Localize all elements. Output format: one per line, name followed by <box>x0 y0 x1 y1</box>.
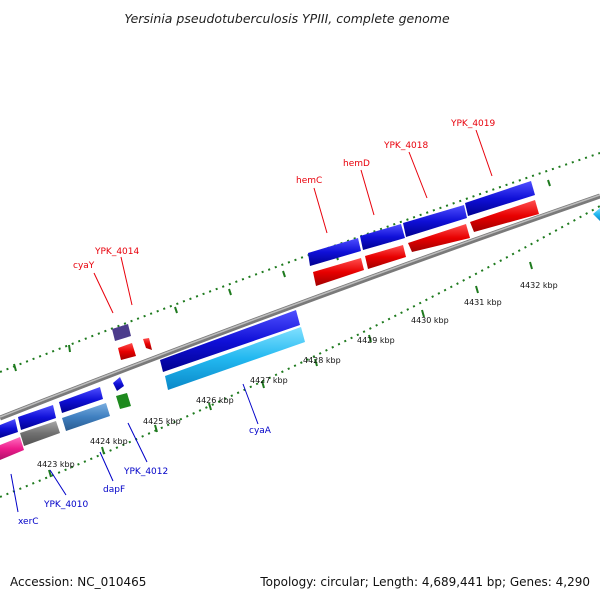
gene-small-red[interactable] <box>143 338 152 350</box>
gene-label-YPK_4014[interactable]: YPK_4014 <box>94 247 140 257</box>
gene-YPK_4012-green[interactable] <box>116 393 131 409</box>
reverse-gene-labels: xerC YPK_4010 dapF YPK_4012 cyaA <box>18 426 272 527</box>
gene-label-xerC[interactable]: xerC <box>18 517 39 527</box>
gene-label-hemC[interactable]: hemC <box>296 176 322 186</box>
gene-label-YPK_4010[interactable]: YPK_4010 <box>43 500 89 510</box>
forward-label-leaders <box>93 129 493 314</box>
forward-genes <box>0 181 535 438</box>
kbp-label: 4426 kbp <box>196 396 234 405</box>
gene-YPK_4014-red[interactable] <box>118 343 136 360</box>
gene-dapF[interactable] <box>62 403 110 431</box>
kbp-label: 4428 kbp <box>303 356 341 365</box>
accession-text: Accession: NC_010465 <box>10 575 146 589</box>
gene-YPK_4010[interactable] <box>20 421 60 446</box>
reverse-genes <box>0 208 600 460</box>
gene-hemD-red[interactable] <box>365 245 406 269</box>
gene-xerC[interactable] <box>0 437 24 460</box>
gene-dapF-forward[interactable] <box>59 387 103 413</box>
gene-YPK_4019-red[interactable] <box>470 200 539 232</box>
gene-YPK_4012-forward[interactable] <box>113 377 124 391</box>
kbp-label: 4431 kbp <box>464 298 502 307</box>
gene-label-YPK_4018[interactable]: YPK_4018 <box>383 141 429 151</box>
lower-major-ticks <box>48 261 533 478</box>
gene-label-YPK_4012[interactable]: YPK_4012 <box>123 467 168 477</box>
forward-gene-labels: cyaY YPK_4014 hemC hemD YPK_4018 YPK_401… <box>73 119 496 271</box>
kbp-label: 4425 kbp <box>143 417 181 426</box>
gene-cyaA-light[interactable] <box>165 327 305 390</box>
kbp-label: 4424 kbp <box>90 437 128 446</box>
gene-YPK_4010-forward[interactable] <box>18 405 56 430</box>
genome-backbone <box>0 193 600 421</box>
gene-hemC-red[interactable] <box>313 258 364 286</box>
gene-YPK_4018[interactable] <box>403 205 467 237</box>
reverse-label-leaders <box>10 383 259 513</box>
gene-xerC-forward[interactable] <box>0 419 18 438</box>
gene-hemC[interactable] <box>308 238 361 266</box>
gene-YPK_4018-red[interactable] <box>408 224 470 252</box>
kbp-label: 4429 kbp <box>357 336 395 345</box>
genome-backbone-highlight <box>0 194 600 418</box>
gene-cyaA-region[interactable] <box>160 310 300 372</box>
lower-dotted-track <box>0 205 600 498</box>
kbp-label: 4432 kbp <box>520 281 558 290</box>
kbp-label: 4430 kbp <box>411 316 449 325</box>
kbp-label: 4423 kbp <box>37 460 75 469</box>
kbp-label: 4427 kbp <box>250 376 288 385</box>
gene-label-YPK_4019[interactable]: YPK_4019 <box>450 119 496 129</box>
map-title: Yersinia pseudotuberculosis YPIII, compl… <box>124 11 450 26</box>
gene-label-cyaA[interactable]: cyaA <box>249 426 272 436</box>
gene-edge-cyan[interactable] <box>593 208 600 221</box>
gene-label-cyaY[interactable]: cyaY <box>73 261 95 271</box>
gene-cyaY-feature[interactable] <box>112 324 131 341</box>
forward-red-genes <box>118 200 539 360</box>
gene-label-dapF[interactable]: dapF <box>103 485 125 495</box>
gene-label-hemD[interactable]: hemD <box>343 159 370 169</box>
gene-YPK_4019[interactable] <box>465 181 535 216</box>
kbp-scale-labels: 4423 kbp 4424 kbp 4425 kbp 4426 kbp 4427… <box>37 281 558 469</box>
topology-text: Topology: circular; Length: 4,689,441 bp… <box>259 575 590 589</box>
gene-hemD[interactable] <box>360 224 405 250</box>
